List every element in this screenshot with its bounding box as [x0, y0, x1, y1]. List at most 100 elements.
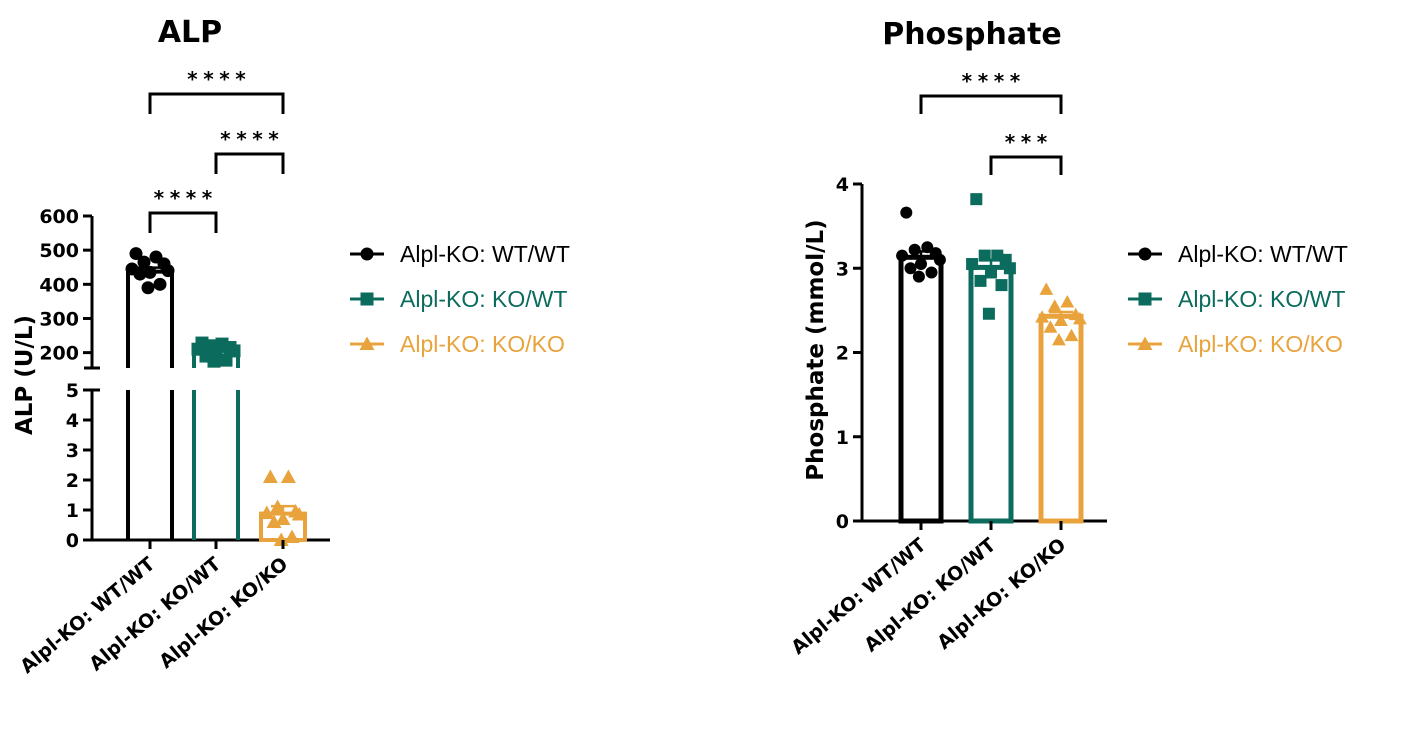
- alp-y-tick-label-lower: 0: [66, 530, 79, 552]
- alp-data-point: [153, 277, 167, 291]
- alp-data-point: [219, 353, 233, 367]
- phosphate-y-tick-label: 3: [836, 258, 849, 280]
- alp-data-point: [275, 511, 291, 525]
- phosphate-data-point: [1073, 311, 1087, 325]
- legend-label: Alpl-KO: KO/KO: [1178, 331, 1343, 357]
- phosphate-data-point: [904, 262, 917, 275]
- legend-item: Alpl-KO: KO/WT: [350, 286, 567, 312]
- phosphate-data-point: [978, 249, 991, 262]
- alp-y-tick-label-lower: 1: [66, 500, 79, 522]
- phosphate-y-axis-label: Phosphate (mmol/L): [803, 219, 829, 480]
- phosphate-data-point: [900, 206, 913, 219]
- phosphate-bar-group: [966, 193, 1016, 524]
- phosphate-significance-bracket: [919, 94, 1063, 114]
- phosphate-data-point: [974, 274, 987, 287]
- phosphate-data-point: [966, 258, 979, 271]
- phosphate-bar: [968, 264, 1014, 524]
- alp-significance-bracket: [148, 211, 218, 233]
- phosphate-data-point: [1064, 328, 1079, 342]
- phosphate-data-point: [1039, 282, 1054, 295]
- phosphate-data-point: [970, 193, 983, 206]
- legend-item: Alpl-KO: WT/WT: [1128, 241, 1348, 267]
- alp-data-point: [284, 529, 300, 543]
- legend-label: Alpl-KO: KO/KO: [400, 331, 565, 357]
- alp-data-point: [133, 267, 147, 281]
- phosphate-bar: [898, 254, 944, 524]
- alp-title: ALP: [158, 15, 222, 50]
- legend-marker-icon: [1138, 292, 1152, 306]
- alp-data-point: [270, 499, 286, 513]
- alp-data-point: [129, 247, 143, 261]
- alp-data-point: [207, 354, 221, 368]
- phosphate-legend: Alpl-KO: WT/WT Alpl-KO: KO/WT Alpl-KO: KO/…: [1128, 241, 1348, 357]
- phosphate-data-point: [1047, 299, 1062, 312]
- alp-y-tick-label-lower: 4: [66, 410, 79, 432]
- phosphate-data-point: [1035, 310, 1049, 323]
- phosphate-data-point: [1043, 320, 1058, 333]
- phosphate-x-tick-label: Alpl-KO: KO/KO: [933, 534, 1070, 654]
- alp-data-point: [259, 505, 275, 519]
- legend-item: Alpl-KO: KO/WT: [1128, 286, 1345, 312]
- legend-item: Alpl-KO: KO/KO: [350, 331, 565, 357]
- alp-data-point: [273, 532, 289, 546]
- alp-significance-bracket: [214, 152, 285, 174]
- alp-bar-group: [125, 247, 175, 540]
- phosphate-data-point: [933, 253, 946, 266]
- phosphate-data-point: [1003, 262, 1016, 275]
- phosphate-title: Phosphate: [882, 17, 1062, 52]
- phosphate-data-point: [912, 270, 925, 283]
- phosphate-data-point: [991, 249, 1004, 262]
- phosphate-data-point: [908, 243, 921, 256]
- alp-data-point: [291, 507, 307, 521]
- alp-y-tick-label-upper: 200: [39, 343, 79, 365]
- phosphate-y-tick-label: 1: [836, 427, 849, 449]
- phosphate-data-point: [1054, 313, 1068, 327]
- alp-significance-label: ****: [219, 127, 283, 151]
- alp-y-axis-label: ALP (U/L): [12, 315, 38, 435]
- phosphate-bar-group: [896, 206, 946, 524]
- phosphate-significance-label: ****: [961, 69, 1025, 93]
- legend-label: Alpl-KO: KO/WT: [400, 286, 567, 312]
- phosphate-significance-label: ***: [1004, 130, 1052, 154]
- alp-data-point: [280, 469, 296, 483]
- phosphate-data-point: [915, 258, 927, 271]
- legend-item: Alpl-KO: KO/KO: [1128, 331, 1343, 357]
- phosphate-bar: [1038, 313, 1084, 524]
- alp-y-tick-label-upper: 600: [39, 206, 79, 228]
- legend-marker-icon: [360, 292, 374, 306]
- phosphate-data-point: [1060, 295, 1075, 308]
- alp-significance-bracket: [148, 92, 285, 114]
- alp-data-point: [141, 281, 155, 295]
- legend-item: Alpl-KO: WT/WT: [350, 241, 570, 267]
- alp-legend: Alpl-KO: WT/WT Alpl-KO: KO/WT Alpl-KO: KO/…: [350, 241, 570, 357]
- alp-significance-label: ****: [153, 186, 217, 210]
- phosphate-data-point: [921, 241, 934, 254]
- alp-data-point: [262, 469, 278, 483]
- alp-data-point: [143, 265, 157, 279]
- phosphate-x-tick-label: Alpl-KO: KO/WT: [860, 534, 1000, 657]
- phosphate-data-point: [985, 266, 997, 279]
- phosphate-data-point: [995, 279, 1008, 292]
- phosphate-chart: Phosphate Phosphate (mmol/L) 0 1 2 3 4 Alpl-KO:…: [787, 17, 1107, 659]
- phosphate-data-point: [1052, 332, 1066, 346]
- phosphate-y-tick-label: 2: [836, 343, 849, 365]
- legend-marker-icon: [1138, 247, 1152, 261]
- alp-significance-label: ****: [186, 67, 250, 91]
- legend-label: Alpl-KO: WT/WT: [1178, 241, 1348, 267]
- phosphate-significance-bracket: [989, 155, 1063, 175]
- legend-marker-icon: [360, 247, 374, 261]
- alp-bar-group: [191, 336, 241, 540]
- legend-marker-icon: [359, 336, 375, 350]
- alp-data-point: [266, 514, 282, 528]
- alp-y-tick-label-lower: 3: [66, 440, 79, 462]
- phosphate-x-tick-label: Alpl-KO: WT/WT: [787, 534, 930, 659]
- alp-data-point: [161, 264, 175, 278]
- alp-y-tick-label-upper: 300: [39, 308, 79, 330]
- alp-y-tick-label-upper: 500: [39, 240, 79, 262]
- legend-label: Alpl-KO: KO/WT: [1178, 286, 1345, 312]
- phosphate-data-point: [925, 266, 938, 279]
- alp-y-tick-label-lower: 2: [66, 470, 79, 492]
- phosphate-bar-group: [1035, 282, 1087, 524]
